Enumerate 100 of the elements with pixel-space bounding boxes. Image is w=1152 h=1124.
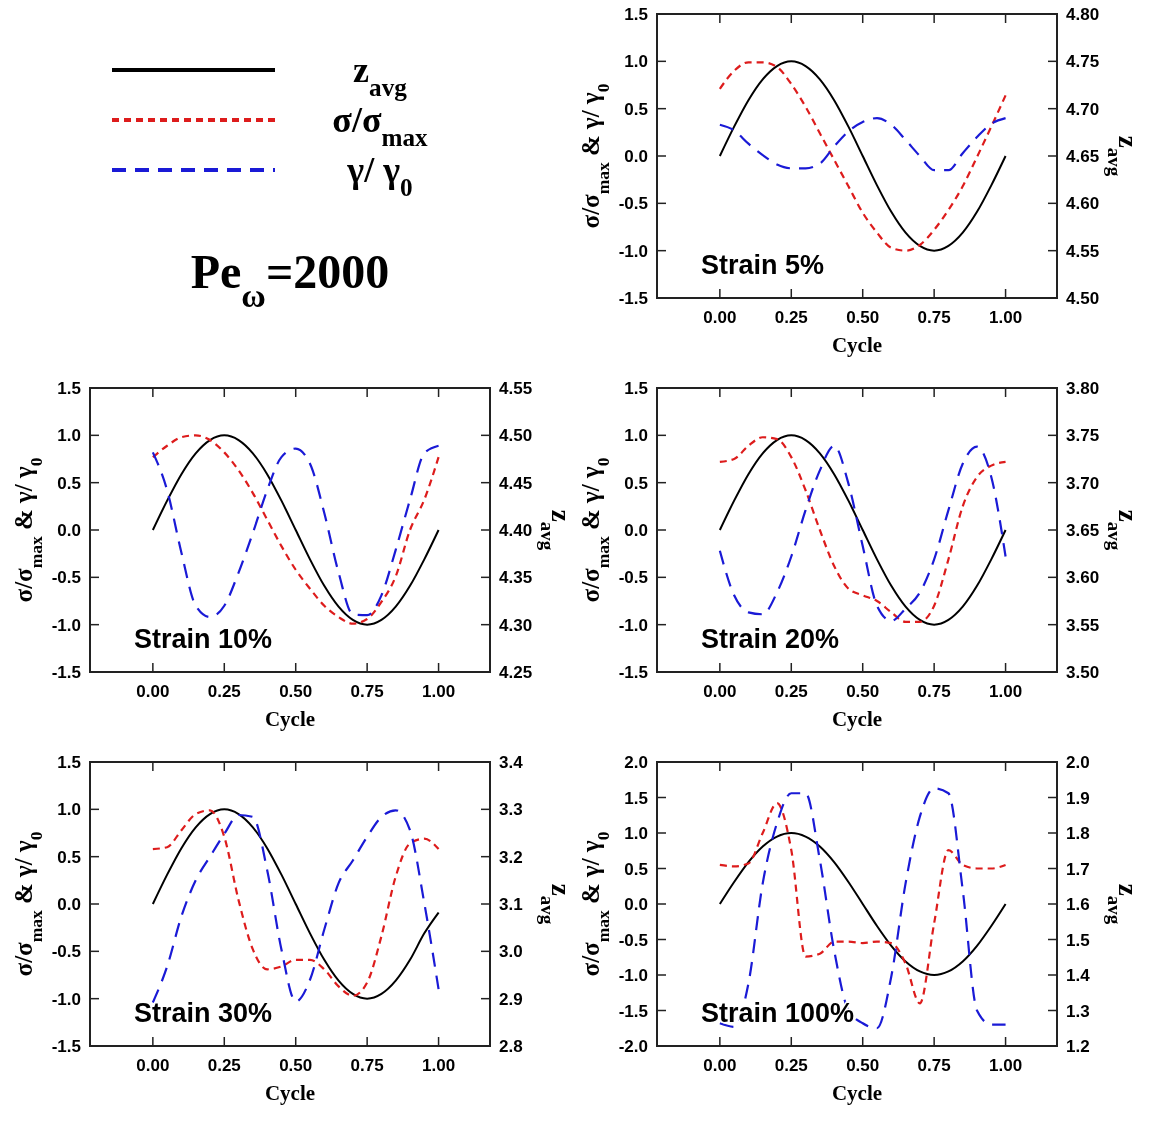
annotation: Strain 10% [134,624,273,654]
y-tick-label: 0.5 [624,99,648,119]
y2-tick-label: 4.35 [499,568,533,588]
y-tick-label: 0.5 [57,847,81,867]
y2-tick-label: 4.50 [499,426,533,446]
y-tick-label: 1.0 [624,824,648,843]
y2-tick-label: 4.25 [499,663,533,682]
y2-tick-label: 1.4 [1066,966,1091,985]
y-tick-label: 1.5 [624,5,648,24]
x-tick-label: 0.25 [207,682,241,701]
x-tick-label: 0.75 [917,308,951,327]
y-tick-label: -1.0 [618,966,648,985]
x-tick-label: 0.00 [136,682,170,701]
y2-tick-label: 4.80 [1066,5,1100,24]
y-tick-label: 0.5 [624,859,648,879]
y-tick-label: -0.5 [618,930,648,950]
x-tick-label: 0.50 [279,682,313,701]
y2-tick-label: 2.0 [1066,753,1090,772]
x-tick-label: 0.50 [846,682,880,701]
y-tick-label: -1.5 [618,1001,648,1021]
y2-tick-label: 4.70 [1066,99,1100,119]
annotation: Strain 20% [701,624,840,654]
y2-tick-label: 4.30 [499,615,533,635]
x-tick-label: 0.00 [703,682,737,701]
y2-tick-label: 1.9 [1066,788,1090,808]
legend-label: z$_{avg}$ [353,50,408,101]
legend-label: γ/ γ$_{0}$ [346,150,413,201]
y2-tick-label: 3.0 [499,942,523,962]
y2-tick-label: 1.7 [1066,859,1090,879]
line-series [718,117,1007,172]
y-tick-label: -1.5 [618,663,648,682]
y-tick-label: 0.0 [624,521,648,540]
y2-tick-label: 3.65 [1066,521,1100,540]
y-tick-label: 1.0 [57,800,81,820]
y-tick-label: 0.0 [624,895,648,914]
y2-tick-label: 3.75 [1066,426,1100,446]
y-tick-label: 0.5 [624,473,648,493]
x-axis-title: Cycle [831,707,883,731]
y-tick-label: 0.0 [624,147,648,166]
x-tick-label: 1.00 [989,682,1023,701]
x-tick-label: 0.50 [279,1056,313,1075]
x-tick-label: 1.00 [989,308,1023,327]
y-tick-label: 1.5 [57,753,81,772]
x-tick-label: 0.25 [774,682,808,701]
y2-tick-label: 3.1 [499,895,523,914]
y2-tick-label: 4.60 [1066,194,1100,214]
y-tick-label: 0.0 [57,521,81,540]
y2-tick-label: 3.70 [1066,473,1100,493]
y-tick-label: -0.5 [51,568,81,588]
y2-tick-label: 3.60 [1066,568,1100,588]
x-tick-label: 0.25 [774,308,808,327]
y-tick-label: -0.5 [51,942,81,962]
y-tick-label: 1.5 [57,379,81,398]
x-tick-label: 0.75 [917,1056,951,1075]
text: Pe$_{ω}$=2000 [190,245,390,314]
x-axis-title: Cycle [264,707,316,731]
y2-tick-label: 4.75 [1066,52,1100,72]
y2-tick-label: 1.5 [1066,930,1090,950]
y-tick-label: -0.5 [618,194,648,214]
y-tick-label: -1.0 [618,615,648,635]
y-tick-label: 1.5 [624,788,648,808]
y2-tick-label: 1.8 [1066,824,1090,843]
y-tick-label: -1.0 [618,241,648,261]
y2-tick-label: 4.55 [499,379,533,398]
y2-tick-label: 1.6 [1066,895,1090,914]
y-tick-label: 2.0 [624,753,648,772]
x-tick-label: 1.00 [422,1056,456,1075]
y-tick-label: 0.5 [57,473,81,493]
y-tick-label: -1.5 [51,1037,81,1056]
x-tick-label: 0.75 [917,682,951,701]
x-tick-label: 0.50 [846,1056,880,1075]
y-tick-label: -1.0 [51,615,81,635]
x-tick-label: 0.00 [703,1056,737,1075]
y2-tick-label: 4.45 [499,473,533,493]
line-series [718,832,1007,976]
y2-tick-label: 3.3 [499,800,523,820]
y-tick-label: -1.5 [618,289,648,308]
x-tick-label: 1.00 [989,1056,1023,1075]
x-tick-label: 0.50 [846,308,880,327]
y-tick-label: -1.0 [51,989,81,1009]
y2-tick-label: 3.50 [1066,663,1100,682]
y2-tick-label: 3.4 [499,753,524,772]
y2-tick-label: 3.2 [499,847,523,867]
x-tick-label: 1.00 [422,682,456,701]
y-tick-label: -0.5 [618,568,648,588]
x-tick-label: 0.00 [703,308,737,327]
y-tick-label: -1.5 [51,663,81,682]
y-tick-label: 0.0 [57,895,81,914]
x-axis-title: Cycle [831,333,883,357]
y2-tick-label: 2.9 [499,989,523,1009]
x-axis-title: Cycle [264,1081,316,1105]
y-tick-label: 1.0 [624,52,648,72]
y2-tick-label: 3.55 [1066,615,1100,635]
y2-tick-label: 1.2 [1066,1037,1090,1056]
y2-tick-label: 3.80 [1066,379,1100,398]
y-tick-label: 1.5 [624,379,648,398]
x-tick-label: 0.25 [207,1056,241,1075]
y2-tick-label: 4.50 [1066,289,1100,308]
annotation: Strain 5% [701,250,825,280]
y-tick-label: 1.0 [57,426,81,446]
